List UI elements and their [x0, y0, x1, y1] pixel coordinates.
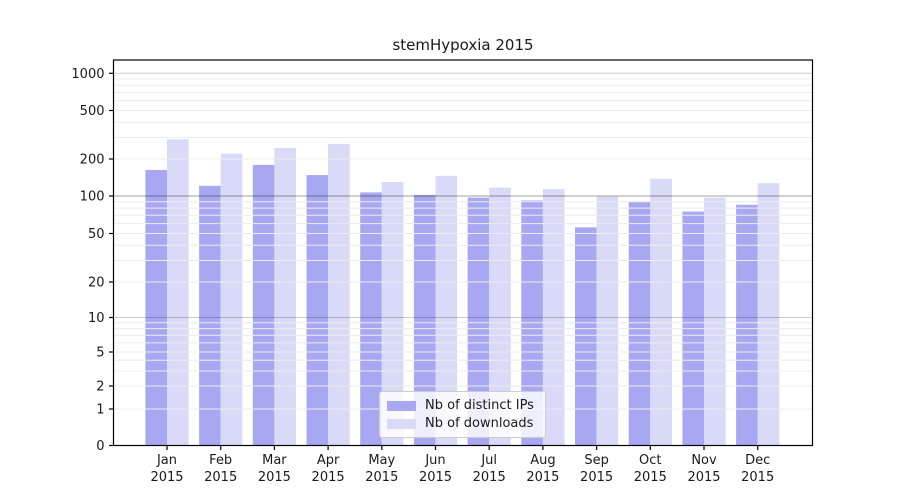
bar-nb-of-downloads-sep-2015: [596, 196, 619, 446]
x-tick-label-year: 2015: [473, 470, 506, 485]
bar-nb-of-distinct-ips-mar-2015: [252, 164, 275, 446]
x-tick-label-year: 2015: [258, 470, 291, 485]
bar-nb-of-downloads-oct-2015: [650, 178, 672, 446]
x-tick-label-year: 2015: [634, 470, 667, 485]
y-tick-label: 200: [80, 153, 105, 168]
legend-swatch-downloads: [387, 418, 416, 429]
bar-nb-of-distinct-ips-apr-2015: [306, 175, 329, 446]
bar-nb-of-downloads-apr-2015: [328, 143, 350, 446]
x-tick-label-month: Aug: [530, 453, 555, 468]
x-tick-label-month: Jul: [480, 453, 497, 468]
x-tick-label-year: 2015: [312, 470, 345, 485]
y-tick-label: 1000: [71, 67, 104, 82]
bar-nb-of-downloads-aug-2015: [542, 189, 565, 446]
y-tick-label: 500: [80, 104, 105, 119]
bar-nb-of-downloads-jan-2015: [167, 139, 189, 446]
x-tick-label-month: Apr: [317, 453, 340, 468]
bar-nb-of-distinct-ips-jun-2015: [413, 194, 436, 446]
bar-nb-of-distinct-ips-jan-2015: [145, 169, 167, 446]
bar-nb-of-distinct-ips-may-2015: [360, 192, 382, 446]
x-tick-label-year: 2015: [365, 470, 398, 485]
legend-label-downloads: Nb of downloads: [425, 416, 534, 431]
x-tick-label-month: May: [368, 453, 395, 468]
bar-nb-of-downloads-nov-2015: [704, 197, 726, 446]
legend-item-distinct-ips: Nb of distinct IPs: [387, 398, 537, 413]
legend-item-downloads: Nb of downloads: [387, 416, 537, 431]
x-tick-label-year: 2015: [204, 470, 237, 485]
x-tick-label-month: Sep: [584, 453, 609, 468]
bar-nb-of-distinct-ips-oct-2015: [628, 201, 651, 446]
y-tick-label: 10: [88, 311, 105, 326]
legend-label-distinct-ips: Nb of distinct IPs: [425, 398, 534, 413]
bar-nb-of-downloads-feb-2015: [220, 153, 243, 446]
x-tick-label-month: Feb: [209, 453, 232, 468]
bar-nb-of-downloads-may-2015: [381, 181, 404, 446]
y-tick-label: 5: [96, 346, 104, 361]
y-tick-label: 50: [88, 227, 105, 242]
y-tick-label: 2: [96, 380, 104, 395]
x-tick-label-month: Mar: [262, 453, 287, 468]
y-tick-label: 1: [96, 403, 104, 418]
bar-nb-of-distinct-ips-jul-2015: [467, 197, 490, 446]
x-tick-label-year: 2015: [687, 470, 720, 485]
chart-title: stemHypoxia 2015: [392, 36, 534, 54]
x-tick-label-month: Oct: [639, 453, 661, 468]
legend-swatch-distinct-ips: [387, 400, 416, 411]
x-tick-label-month: Jan: [156, 453, 177, 468]
x-tick-label-year: 2015: [150, 470, 183, 485]
x-tick-label-year: 2015: [580, 470, 613, 485]
plot-border: [112, 59, 814, 447]
bar-nb-of-downloads-dec-2015: [757, 183, 780, 446]
bar-nb-of-downloads-jul-2015: [489, 187, 511, 446]
bar-nb-of-downloads-jun-2015: [435, 175, 458, 446]
x-tick-label-month: Jun: [424, 453, 445, 468]
x-tick-label-month: Nov: [691, 453, 717, 468]
x-tick-label-year: 2015: [419, 470, 452, 485]
y-tick-label: 100: [80, 190, 105, 205]
y-tick-label: 0: [96, 439, 104, 454]
legend: Nb of distinct IPs Nb of downloads: [379, 391, 546, 438]
bar-nb-of-downloads-mar-2015: [274, 148, 296, 446]
x-tick-label-year: 2015: [526, 470, 559, 485]
x-tick-label-month: Dec: [745, 453, 770, 468]
x-tick-label-year: 2015: [741, 470, 774, 485]
bar-nb-of-distinct-ips-dec-2015: [736, 204, 758, 446]
bar-nb-of-distinct-ips-feb-2015: [199, 185, 221, 446]
y-tick-label: 20: [88, 276, 105, 291]
